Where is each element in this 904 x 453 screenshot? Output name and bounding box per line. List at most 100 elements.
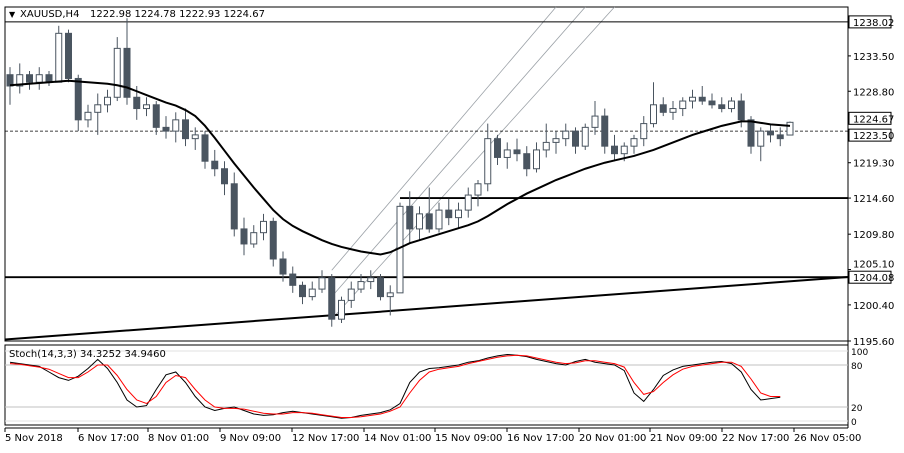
candle-bullish <box>679 100 687 110</box>
candle-bearish <box>65 32 72 79</box>
candle-bearish <box>152 104 160 128</box>
candle-bullish <box>308 288 316 298</box>
candle-bearish <box>494 138 501 158</box>
stoch-line-signal <box>9 354 781 418</box>
ascending-channel <box>331 6 615 320</box>
candle-bearish <box>698 96 706 102</box>
candle-bearish <box>572 130 579 147</box>
header-symbol: XAUUSD,H4 <box>20 9 79 20</box>
time-tick-label: 21 Nov 09:00 <box>650 433 717 444</box>
candle-bearish <box>737 100 745 121</box>
price-tick-label: 1224.67 <box>853 114 894 125</box>
price-tick-label: 1219.30 <box>853 159 894 170</box>
header-ohlc: 1222.98 1224.78 1222.93 1224.67 <box>90 9 265 20</box>
price-label-box <box>848 270 892 284</box>
candle-bearish <box>513 149 521 155</box>
candle-bearish <box>659 104 667 113</box>
stoch-tick-label: 20 <box>851 404 863 414</box>
moving-average-group <box>9 79 791 256</box>
time-tick-label: 9 Nov 09:00 <box>220 433 281 444</box>
candle-bearish <box>523 153 531 170</box>
candle-bearish <box>133 96 141 110</box>
time-tick-label: 22 Nov 17:00 <box>722 433 789 444</box>
candle-bearish <box>182 119 189 140</box>
candle-bearish <box>747 119 755 147</box>
price-tick-label: 1223.50 <box>853 131 894 142</box>
candle-bullish <box>474 183 482 196</box>
candle-bullish <box>552 138 560 143</box>
candle-bullish <box>386 292 394 298</box>
channel-line-lower <box>331 6 615 320</box>
price-tick-label: 1238.02 <box>853 18 894 29</box>
candle-bearish <box>767 130 774 136</box>
price-tick-label: 1228.80 <box>853 87 894 98</box>
candle-bullish <box>260 220 267 234</box>
stoch-tick-label: 80 <box>851 362 863 372</box>
candle-bullish <box>650 104 657 125</box>
candle-bearish <box>269 220 277 260</box>
candle-bullish <box>669 108 677 113</box>
stoch-tick-label: 0 <box>851 418 857 428</box>
candle-bearish <box>201 134 209 162</box>
candle-bullish <box>113 47 121 98</box>
candle-bearish <box>425 213 433 230</box>
candle-bullish <box>503 149 511 158</box>
candle-bullish <box>757 130 765 147</box>
candle-bearish <box>601 115 609 147</box>
candle-bullish <box>562 130 570 140</box>
stoch-tick-label: 100 <box>851 348 868 358</box>
candle-bullish <box>484 138 492 185</box>
candle-bullish <box>347 288 355 301</box>
price-tick-label: 1209.80 <box>853 230 894 241</box>
candle-bearish <box>406 205 414 230</box>
candle-bullish <box>728 100 735 110</box>
candle-bullish <box>104 96 111 106</box>
candle-bullish <box>416 213 423 230</box>
candle-bearish <box>6 74 14 87</box>
candle-bullish <box>630 138 638 147</box>
candle-bullish <box>620 145 628 155</box>
candle-bearish <box>718 104 726 110</box>
candle-bearish <box>299 284 306 298</box>
price-axis: 1238.02 1233.50 1228.80 1224.67 1223.50 1219.… <box>848 15 894 348</box>
candle-bullish <box>55 32 63 83</box>
candle-bearish <box>328 277 336 320</box>
time-tick-label: 6 Nov 17:00 <box>78 433 139 444</box>
candle-bullish <box>640 123 648 140</box>
candle-bearish <box>26 74 33 83</box>
candle-bearish <box>74 77 82 121</box>
candle-bearish <box>123 47 131 98</box>
candle-bullish <box>689 96 696 102</box>
candle-bullish <box>581 126 589 147</box>
candle-bullish <box>35 74 43 83</box>
candle-bullish <box>591 115 599 128</box>
time-tick-label: 16 Nov 17:00 <box>507 433 574 444</box>
time-tick-label: 8 Nov 01:00 <box>148 433 209 444</box>
candle-bullish <box>172 119 180 132</box>
candle-bearish <box>230 183 238 230</box>
trendline-group <box>4 276 849 341</box>
candle-bullish <box>435 209 443 230</box>
candle-bearish <box>708 100 716 106</box>
channel-line-middle <box>331 6 586 297</box>
candle-bearish <box>289 273 297 286</box>
time-tick-label: 20 Nov 01:00 <box>579 433 646 444</box>
candle-bearish <box>279 258 287 275</box>
price-tick-label: 1200.40 <box>853 301 894 312</box>
time-tick-label: 14 Nov 01:00 <box>364 433 431 444</box>
candle-bullish <box>338 299 345 320</box>
channel-line-upper <box>331 6 557 271</box>
time-tick-label: 15 Nov 09:00 <box>435 433 502 444</box>
candle-bullish <box>250 232 258 245</box>
price-tick-label: 1233.50 <box>853 52 894 63</box>
price-label-box <box>848 15 892 29</box>
header-arrow-icon: ▼ <box>9 10 16 19</box>
candle-bullish <box>357 281 365 290</box>
candle-bullish <box>464 194 472 211</box>
candle-bearish <box>776 134 784 140</box>
candle-bullish <box>367 277 375 283</box>
candles <box>6 18 794 327</box>
time-axis: 5 Nov 2018 6 Nov 17:00 8 Nov 01:00 9 Nov 09… <box>4 428 861 444</box>
candle-bearish <box>162 126 170 132</box>
